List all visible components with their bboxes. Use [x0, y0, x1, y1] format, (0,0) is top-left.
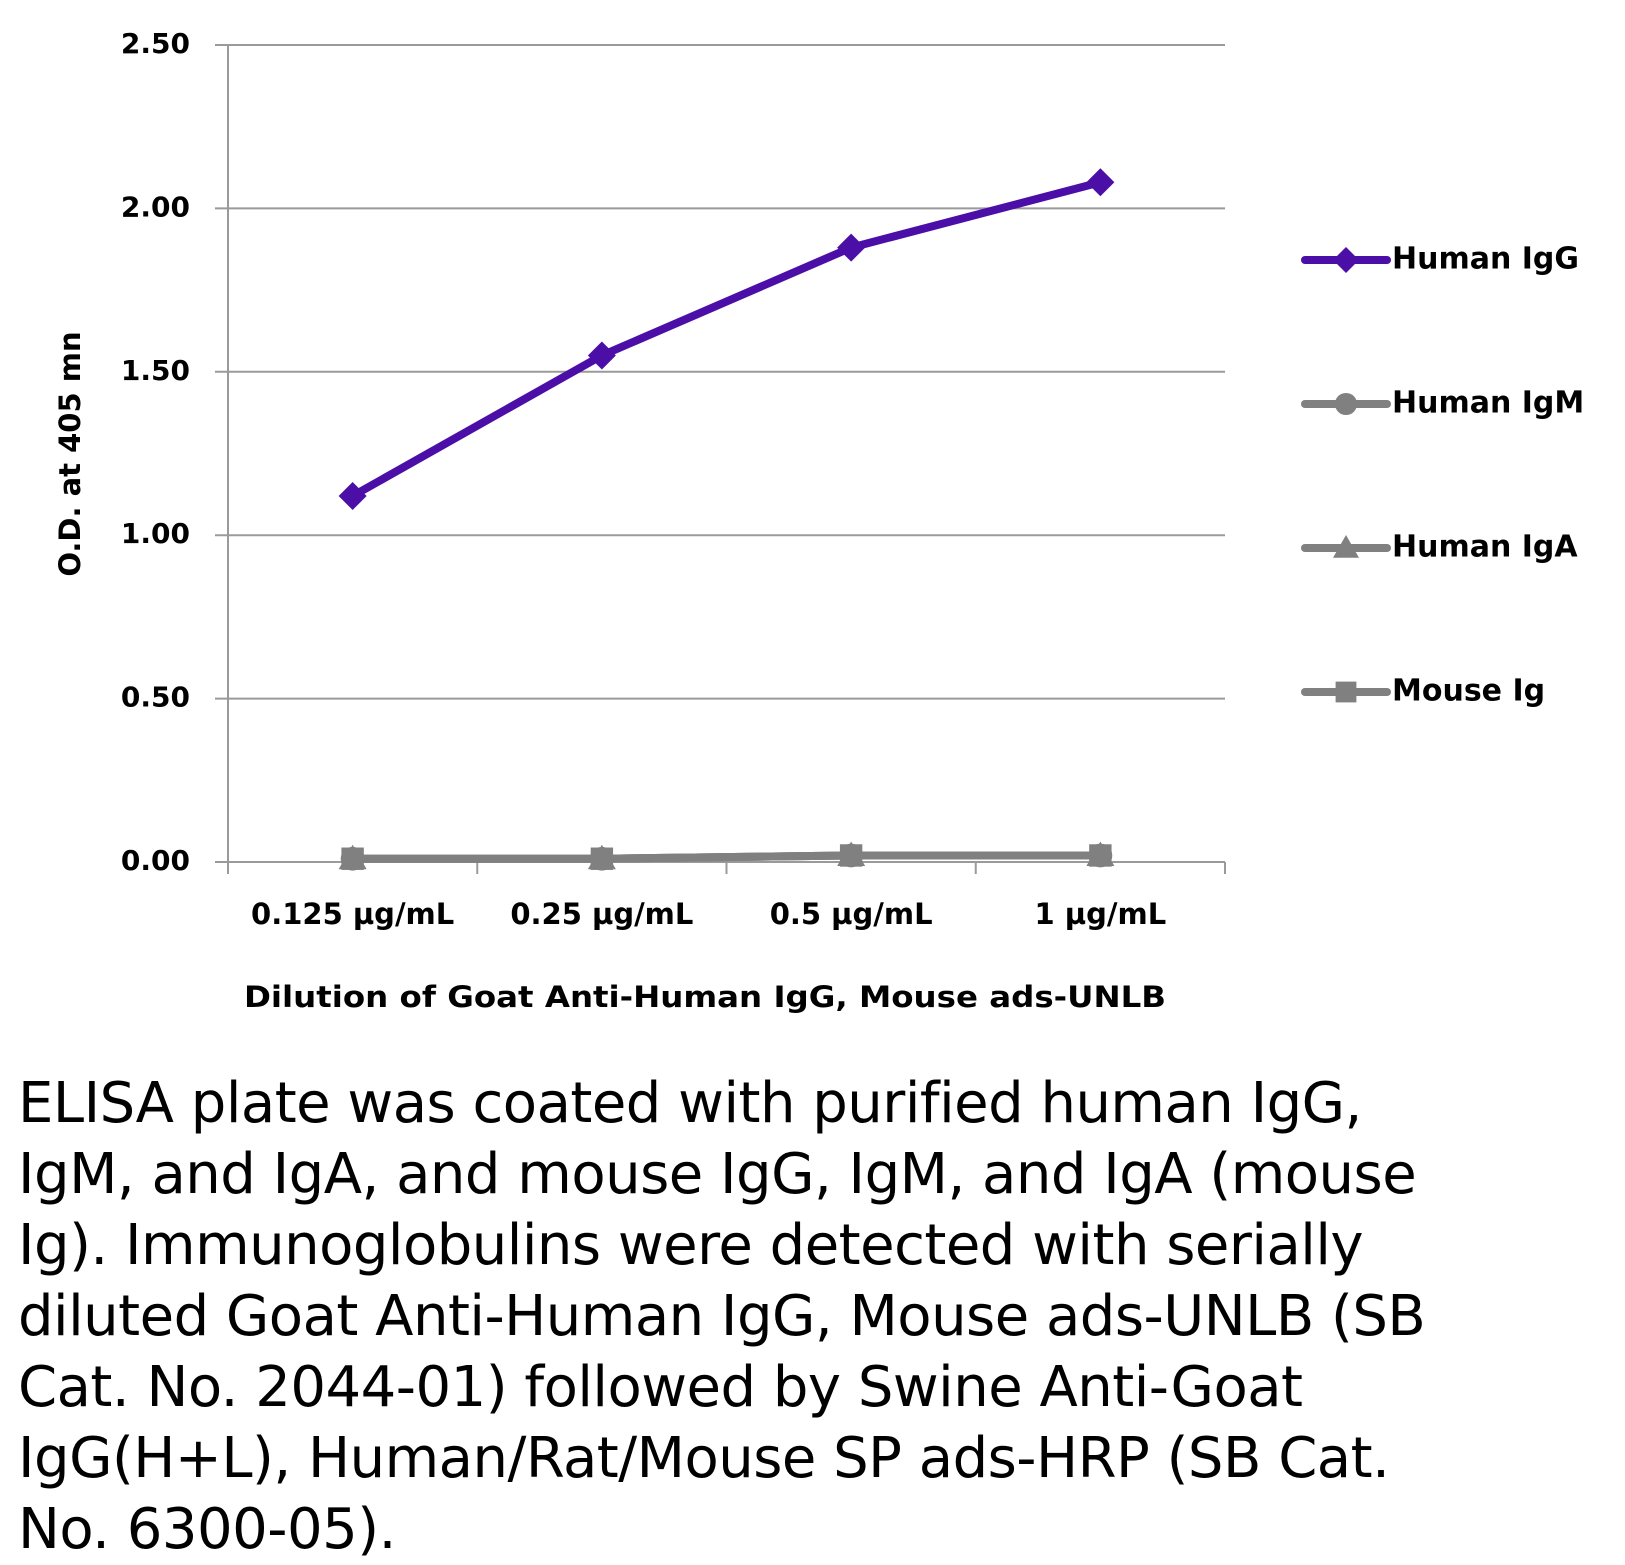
- y-tick-label: 2.00: [121, 190, 190, 223]
- legend-marker-circle: [1334, 392, 1358, 416]
- data-point-human-igm: [839, 843, 864, 868]
- x-axis-ticks: [227, 862, 1226, 874]
- series-layer: [338, 168, 1115, 871]
- legend-item-mouse-ig: Mouse Ig: [1301, 674, 1545, 709]
- y-tick-label: 2.50: [121, 27, 190, 60]
- legend-label: Mouse Ig: [1392, 674, 1545, 709]
- legend-marker-diamond: [1333, 247, 1359, 273]
- y-axis-tick-labels: 0.00 0.50 1.00 1.50 2.00 2.50: [121, 27, 190, 877]
- y-tick-label: 0.50: [121, 681, 190, 714]
- data-point-human-igg: [837, 233, 866, 262]
- legend-item-human-igg: Human IgG: [1301, 242, 1579, 277]
- data-point-human-igg: [1086, 168, 1115, 197]
- legend-marker-triangle: [1333, 535, 1359, 558]
- elisa-line-chart: 0.00 0.50 1.00 1.50 2.00 2.50 0.125 µg/mL 0.25…: [53, 27, 1584, 1014]
- x-tick-label: 1 µg/mL: [1035, 897, 1167, 931]
- y-tick-label: 0.00: [121, 844, 190, 877]
- x-tick-label: 0.125 µg/mL: [251, 897, 454, 931]
- data-point-human-igg: [338, 481, 367, 510]
- series-human-igm: [340, 843, 1113, 871]
- gridlines: [215, 44, 1225, 700]
- data-point-human-igm: [1088, 843, 1113, 868]
- data-point-human-igm: [340, 846, 365, 871]
- legend-label: Human IgM: [1392, 386, 1584, 421]
- figure-caption: ELISA plate was coated with purified hum…: [18, 1071, 1426, 1562]
- x-axis-title: Dilution of Goat Anti-Human IgG, Mouse a…: [244, 980, 1166, 1014]
- y-tick-label: 1.00: [121, 517, 190, 550]
- y-axis-title: O.D. at 405 mn: [53, 331, 87, 576]
- series-line-human-igm: [348, 851, 1105, 863]
- series-line-human-igg: [348, 178, 1105, 500]
- x-axis-tick-labels: 0.125 µg/mL 0.25 µg/mL 0.5 µg/mL 1 µg/mL: [251, 897, 1166, 931]
- x-tick-label: 0.5 µg/mL: [770, 897, 933, 931]
- legend-marker-square: [1335, 681, 1357, 703]
- data-point-human-igm: [589, 846, 614, 871]
- legend: Human IgG Human IgM Human IgA Mouse Ig: [1301, 242, 1584, 709]
- legend-item-human-igm: Human IgM: [1301, 386, 1584, 421]
- legend-label: Human IgA: [1392, 530, 1578, 565]
- data-point-human-igg: [587, 341, 616, 370]
- series-human-igg: [338, 168, 1115, 510]
- legend-label: Human IgG: [1392, 242, 1579, 277]
- x-tick-label: 0.25 µg/mL: [510, 897, 693, 931]
- y-tick-label: 1.50: [121, 354, 190, 387]
- legend-item-human-iga: Human IgA: [1301, 530, 1578, 565]
